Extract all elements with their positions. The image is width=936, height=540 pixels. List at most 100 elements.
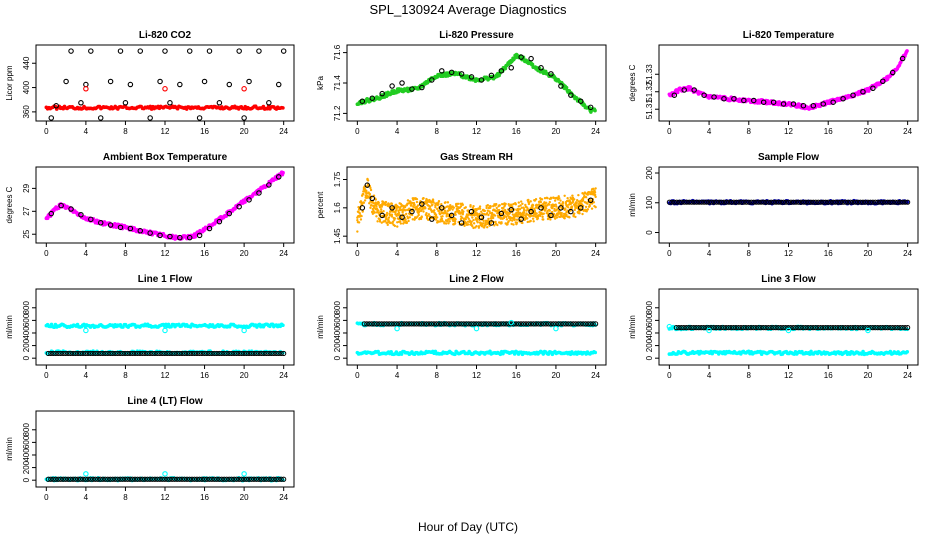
data-point	[446, 205, 450, 208]
data-point	[516, 209, 520, 212]
data-point	[466, 215, 469, 219]
data-point	[204, 476, 210, 482]
data-point	[511, 219, 514, 222]
data-point	[713, 199, 720, 205]
data-point	[527, 198, 530, 202]
data-point	[482, 219, 485, 223]
data-point	[548, 212, 554, 219]
data-point	[671, 199, 677, 205]
data-point	[375, 215, 378, 218]
data-point	[201, 350, 207, 357]
x-tick-label: 12	[472, 249, 481, 258]
data-point	[505, 218, 509, 221]
data-point	[429, 216, 435, 222]
data-point	[366, 321, 372, 327]
data-point	[266, 182, 272, 188]
data-point	[453, 222, 457, 225]
data-point	[446, 321, 452, 327]
panel-title: Line 3 Flow	[761, 274, 816, 285]
data-point	[798, 199, 804, 205]
plot-area	[356, 177, 597, 233]
data-point	[167, 476, 173, 482]
data-point	[763, 325, 769, 331]
x-tick-label: 16	[824, 249, 833, 258]
data-point	[575, 199, 579, 202]
x-tick-label: 8	[435, 371, 440, 380]
data-point	[105, 350, 111, 357]
data-point	[512, 216, 516, 219]
data-point	[751, 97, 757, 104]
data-point	[471, 321, 477, 327]
data-point	[517, 201, 520, 204]
data-point	[708, 199, 715, 205]
series-sample-avg	[666, 199, 911, 205]
data-point	[90, 476, 96, 482]
data-point	[731, 95, 737, 102]
data-point	[364, 321, 370, 327]
data-point	[584, 205, 588, 209]
data-point	[251, 350, 257, 357]
data-point	[211, 350, 217, 357]
x-tick-label: 0	[44, 249, 49, 258]
data-point	[563, 217, 566, 220]
data-point	[390, 202, 394, 206]
data-point	[451, 208, 454, 211]
data-point	[281, 350, 287, 357]
y-tick-label: 400	[22, 448, 31, 462]
series-rh-dense	[356, 177, 597, 233]
data-point	[800, 102, 807, 109]
data-point	[167, 233, 173, 240]
series-ambient-dense	[44, 170, 285, 241]
data-point	[142, 350, 148, 357]
data-point	[428, 321, 435, 327]
data-point	[761, 199, 767, 205]
data-point	[528, 208, 534, 215]
data-point	[558, 321, 564, 327]
data-point	[152, 350, 158, 357]
data-point	[478, 212, 481, 216]
x-tick-label: 20	[551, 371, 560, 380]
data-point	[154, 476, 160, 482]
data-point	[726, 199, 732, 205]
data-point	[92, 476, 98, 482]
data-point	[241, 471, 247, 477]
data-point	[394, 211, 397, 214]
data-point	[246, 350, 252, 357]
data-point	[830, 325, 836, 331]
data-point	[446, 212, 449, 215]
data-point	[132, 350, 138, 357]
data-point	[820, 199, 826, 205]
data-point	[865, 327, 871, 334]
data-point	[905, 325, 911, 331]
series-rh-avg	[359, 182, 594, 226]
data-point	[253, 476, 260, 482]
data-point	[376, 321, 382, 327]
data-point	[808, 325, 814, 331]
data-point	[408, 216, 411, 219]
data-point	[496, 321, 502, 327]
data-point	[55, 350, 61, 357]
data-point	[691, 199, 697, 205]
data-point	[771, 199, 777, 205]
data-point	[63, 78, 69, 85]
data-point	[541, 215, 544, 219]
data-point	[857, 199, 864, 205]
x-tick-label: 0	[667, 249, 672, 258]
data-point	[721, 95, 727, 102]
data-point	[258, 476, 264, 482]
data-point	[514, 215, 518, 218]
data-point	[413, 218, 416, 221]
data-point	[117, 48, 124, 54]
data-point	[852, 325, 859, 331]
data-point	[78, 100, 84, 106]
data-point	[509, 208, 513, 212]
data-point	[416, 321, 422, 327]
data-point	[389, 205, 395, 211]
data-point	[900, 199, 906, 205]
data-point	[253, 350, 260, 357]
data-point	[425, 212, 428, 215]
data-point	[67, 476, 74, 482]
data-point	[698, 325, 704, 331]
y-tick-label: 200	[333, 338, 342, 352]
